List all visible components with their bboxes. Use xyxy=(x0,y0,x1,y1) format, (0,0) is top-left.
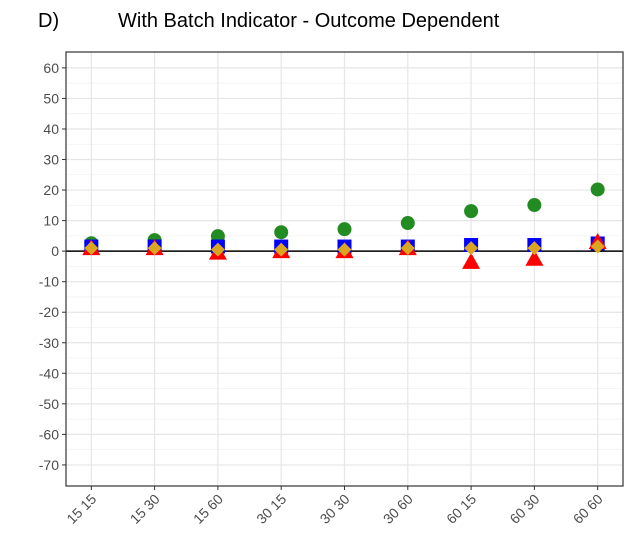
point xyxy=(464,204,479,219)
point xyxy=(274,225,289,240)
y-tick-label: -40 xyxy=(39,365,59,381)
point xyxy=(400,216,415,231)
y-tick-label: -30 xyxy=(39,335,59,351)
point xyxy=(147,241,162,256)
y-tick-label: 30 xyxy=(43,152,59,168)
y-tick-label: -60 xyxy=(39,426,59,442)
point xyxy=(84,241,99,256)
point xyxy=(590,182,605,197)
point xyxy=(525,249,544,266)
point xyxy=(337,222,352,237)
y-tick-label: 50 xyxy=(43,90,59,106)
point xyxy=(337,242,352,257)
point xyxy=(590,239,605,254)
y-tick-label: 10 xyxy=(43,213,59,229)
y-tick-label: -10 xyxy=(39,274,59,290)
point xyxy=(274,242,289,257)
y-tick-label: 60 xyxy=(43,60,59,76)
point xyxy=(210,242,225,257)
point xyxy=(462,252,481,269)
point xyxy=(527,198,542,213)
y-tick-label: -50 xyxy=(39,396,59,412)
y-tick-label: 0 xyxy=(51,243,59,259)
panel-label: D) xyxy=(38,10,59,32)
point xyxy=(400,241,415,256)
y-tick-label: -70 xyxy=(39,457,59,473)
chart-title: With Batch Indicator - Outcome Dependent xyxy=(118,10,500,32)
point xyxy=(464,241,479,256)
y-tick-label: 20 xyxy=(43,182,59,198)
y-tick-label: -20 xyxy=(39,304,59,320)
y-tick-label: 40 xyxy=(43,121,59,137)
panel-border xyxy=(65,51,624,487)
point xyxy=(527,241,542,256)
